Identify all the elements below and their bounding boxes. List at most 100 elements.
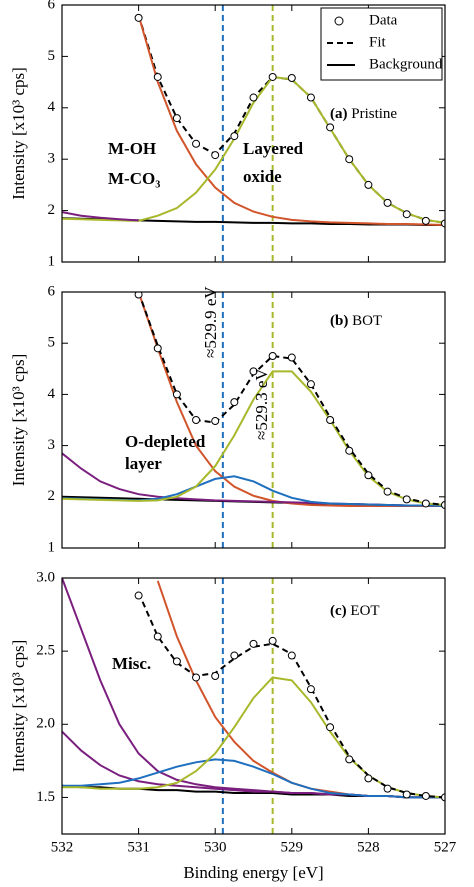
data-point bbox=[153, 344, 162, 353]
panel-id: (c) bbox=[330, 603, 347, 619]
data-point bbox=[211, 417, 220, 426]
data-point bbox=[383, 487, 392, 496]
panel: 1 2 3 4 5 6 Intensity [x10³ cps] M-OH M-CO₃ Layer… bbox=[9, 0, 446, 269]
y-tick-label: 1 bbox=[48, 253, 56, 269]
data-point bbox=[211, 672, 220, 681]
data-point bbox=[345, 446, 354, 455]
curve bbox=[62, 676, 445, 799]
data-point bbox=[192, 673, 201, 682]
panel-sample: BOT bbox=[352, 313, 382, 329]
annotation: O-depleted bbox=[125, 432, 206, 451]
plot-area bbox=[62, 292, 445, 548]
panel-label: (b) BOT bbox=[330, 313, 382, 329]
panel-label: (c) EOT bbox=[330, 603, 380, 619]
data-point bbox=[364, 471, 373, 480]
y-tick-label: 5 bbox=[48, 48, 56, 64]
legend-label: Data bbox=[369, 12, 398, 28]
y-tick-label: 3 bbox=[48, 151, 56, 167]
curve bbox=[137, 292, 445, 507]
y-tick-label: 2 bbox=[48, 202, 56, 218]
data-point bbox=[134, 292, 143, 299]
fit-line bbox=[137, 292, 445, 506]
y-tick-label: 3.0 bbox=[36, 569, 55, 585]
data-point bbox=[383, 198, 392, 207]
data-point bbox=[441, 219, 445, 228]
y-tick-label: 2 bbox=[48, 488, 56, 504]
data-point bbox=[326, 723, 335, 732]
annotation: oxide bbox=[243, 167, 282, 186]
data-point bbox=[249, 93, 258, 102]
legend-symbol bbox=[334, 16, 344, 26]
y-tick-label: 1.5 bbox=[36, 789, 55, 805]
data-point bbox=[172, 390, 181, 399]
panel: 1 2 3 4 5 6 Intensity [x10³ cps] ≈529.9 eV ≈529.… bbox=[9, 283, 446, 555]
data-point bbox=[421, 216, 430, 225]
x-tick-label: 532 bbox=[51, 839, 74, 855]
data-point bbox=[421, 499, 430, 508]
data-point bbox=[134, 13, 143, 22]
data-point bbox=[345, 755, 354, 764]
y-tick-label: 2.0 bbox=[36, 716, 55, 732]
data-point bbox=[402, 790, 411, 799]
y-tick-label: 3 bbox=[48, 437, 56, 453]
annotation: Misc. bbox=[112, 654, 151, 673]
annotation: ≈529.9 eV bbox=[201, 286, 220, 358]
data-point bbox=[172, 657, 181, 666]
data-point bbox=[345, 155, 354, 164]
panel-sample: EOT bbox=[350, 603, 379, 619]
data-point bbox=[441, 500, 445, 509]
data-point bbox=[268, 636, 277, 645]
data-point bbox=[306, 380, 315, 389]
y-tick-label: 6 bbox=[48, 283, 56, 299]
data-point bbox=[326, 123, 335, 132]
annotation: layer bbox=[125, 454, 162, 473]
data-point bbox=[287, 651, 296, 660]
data-point bbox=[364, 180, 373, 189]
plot-area bbox=[62, 5, 445, 262]
curve bbox=[62, 211, 139, 222]
curve bbox=[156, 580, 445, 799]
panel-label: (a) Pristine bbox=[330, 106, 397, 122]
y-axis-label: Intensity [x10³ cps] bbox=[9, 354, 28, 487]
y-tick-label: 1 bbox=[48, 539, 56, 555]
data-point bbox=[326, 416, 335, 424]
data-point bbox=[441, 793, 445, 802]
data-point bbox=[153, 72, 162, 81]
x-axis-label: Binding energy [eV] bbox=[183, 863, 323, 882]
data-point bbox=[192, 416, 201, 424]
data-point bbox=[421, 791, 430, 800]
plot-frame bbox=[61, 4, 446, 263]
panel-sample: Pristine bbox=[351, 106, 397, 122]
legend-label: Background bbox=[369, 56, 443, 72]
data-point bbox=[134, 591, 143, 600]
y-tick-label: 4 bbox=[48, 386, 56, 402]
data-point bbox=[249, 639, 258, 648]
data-point bbox=[153, 632, 162, 641]
x-tick-label: 530 bbox=[204, 839, 227, 855]
plot-area bbox=[62, 578, 445, 834]
panel-id: (a) bbox=[330, 106, 348, 122]
annotation: M-CO₃ bbox=[108, 169, 160, 188]
annotation: ≈529.3 eV bbox=[252, 368, 271, 440]
curve bbox=[62, 578, 445, 799]
data-point bbox=[306, 685, 315, 694]
plot-frame bbox=[61, 291, 446, 549]
data-point bbox=[306, 93, 315, 102]
fit-line bbox=[137, 592, 445, 799]
data-point bbox=[402, 210, 411, 219]
data-point bbox=[383, 784, 392, 793]
legend-label: Fit bbox=[369, 34, 387, 50]
data-point bbox=[364, 774, 373, 783]
data-point bbox=[172, 114, 181, 123]
annotation: Layered bbox=[243, 139, 304, 158]
curve bbox=[137, 15, 445, 226]
annotation: M-OH bbox=[108, 139, 156, 158]
data-point bbox=[230, 651, 239, 660]
x-tick-label: 528 bbox=[357, 839, 380, 855]
data-point bbox=[249, 367, 258, 376]
x-tick-label: 529 bbox=[281, 839, 304, 855]
data-point bbox=[268, 72, 277, 81]
curve bbox=[62, 758, 445, 799]
panel: 1.5 2.0 2.5 3.0 532 531 530 529 528 527 Binding en… bbox=[9, 569, 457, 881]
